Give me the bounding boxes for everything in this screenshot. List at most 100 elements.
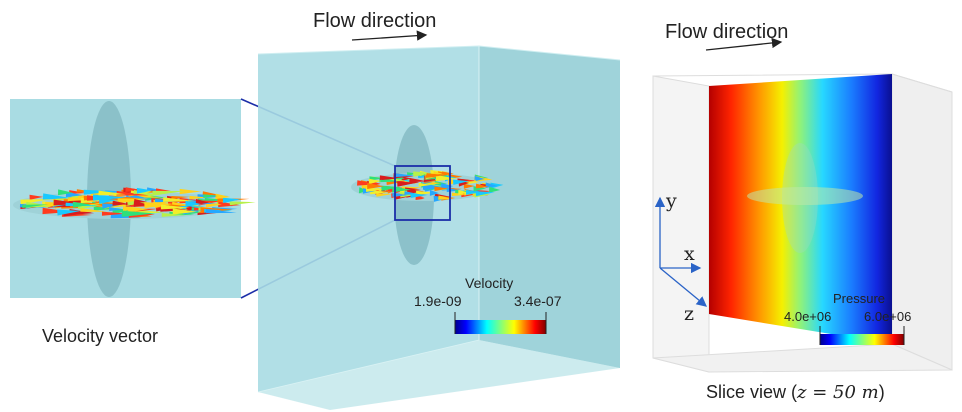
velocity-vector-glyph — [397, 181, 417, 187]
velocity-vector-glyph — [77, 205, 103, 210]
velocity-vector-glyph — [179, 188, 202, 195]
slice-caption-text: Slice view ( — [706, 382, 797, 402]
velocity-vector-glyph — [368, 178, 382, 185]
velocity-vector-glyph — [109, 207, 123, 212]
flow-direction-arrow-pressure — [705, 37, 783, 51]
velocity-vector-glyph — [205, 208, 237, 214]
velocity-vector-glyph — [160, 204, 190, 210]
velocity-vector-glyph — [441, 171, 454, 177]
velocity-vector-glyph — [215, 193, 231, 200]
velocity-vector-glyph — [161, 213, 186, 217]
domain-bottom-face — [258, 340, 620, 410]
velocity-vector-glyph — [401, 176, 411, 181]
velocity-vector-glyph — [416, 190, 435, 196]
velocity-vector-glyph — [489, 186, 501, 193]
velocity-vector-glyph — [435, 174, 457, 182]
velocity-vector-glyph — [441, 183, 454, 190]
pressure-colorbar-min: 4.0e+06 — [784, 309, 831, 324]
velocity-vector-glyph — [413, 171, 432, 177]
velocity-vector-glyph — [172, 208, 197, 215]
velocity-colorbar-title: Velocity — [465, 275, 513, 291]
velocity-vector-glyph — [409, 177, 428, 183]
velocity-vector-glyph — [101, 211, 127, 216]
slice-floor — [652, 343, 953, 373]
pressure-colorbar-gradient — [820, 334, 904, 345]
velocity-vector-glyph — [376, 193, 393, 197]
velocity-colorbar-min: 1.9e-09 — [414, 293, 462, 309]
velocity-colorbar-gradient — [455, 320, 546, 334]
flow-direction-label-pressure: Flow direction — [665, 21, 788, 43]
z-axis-arrow — [659, 267, 708, 307]
velocity-vector-glyph — [405, 187, 421, 191]
velocity-vector-glyph — [189, 195, 208, 200]
velocity-vector-glyph — [475, 177, 486, 182]
velocity-vector-glyph — [490, 182, 504, 189]
velocity-vector-glyph — [152, 190, 185, 196]
velocity-vector-glyph — [171, 196, 190, 200]
velocity-vector-glyph — [116, 190, 149, 196]
domain-right-face — [479, 46, 620, 368]
velocity-vector-glyph — [163, 197, 196, 202]
velocity-colorbar-max: 3.4e-07 — [514, 293, 562, 309]
axes-triad: y x z — [654, 190, 708, 325]
velocity-zoom-inset — [10, 99, 256, 298]
velocity-vector-glyph — [42, 193, 71, 200]
velocity-vector-glyph — [426, 173, 446, 178]
velocity-vector-glyph — [185, 200, 202, 208]
velocity-vector-glyph — [463, 183, 475, 189]
velocity-caption: Velocity vector — [42, 326, 158, 346]
velocity-vector-glyph — [438, 195, 453, 200]
velocity-vector-glyph — [122, 205, 146, 211]
velocity-vector-glyph — [29, 194, 43, 200]
velocity-vector-glyph — [229, 201, 256, 206]
velocity-vector-glyph — [121, 210, 156, 217]
velocity-vector-glyph — [136, 187, 153, 194]
pressure-slice-plane — [709, 74, 892, 344]
velocity-vector-glyph — [410, 193, 428, 198]
inset-velocity-vectors — [19, 187, 256, 219]
velocity-vector-glyph — [72, 201, 91, 208]
domain-velocity-vectors — [357, 170, 504, 202]
velocity-vector-glyph — [392, 192, 408, 197]
velocity-vector-glyph — [134, 199, 148, 203]
velocity-vector-glyph — [57, 209, 81, 216]
velocity-vector-glyph — [434, 186, 449, 192]
velocity-vector-glyph — [98, 190, 126, 196]
slice-caption: Slice view (z = 50 m) — [706, 382, 885, 403]
velocity-vector-glyph — [42, 207, 71, 215]
velocity-vector-glyph — [222, 197, 241, 204]
velocity-vector-glyph — [379, 175, 398, 180]
velocity-vector-glyph — [370, 190, 391, 195]
velocity-vector-glyph — [195, 198, 210, 205]
slice-right-wall — [891, 73, 953, 371]
velocity-domain-box — [257, 45, 621, 410]
velocity-vector-glyph — [22, 204, 49, 208]
zoom-box — [394, 165, 451, 221]
velocity-vector-glyph — [475, 191, 495, 197]
flow-direction-arrow-velocity — [351, 30, 428, 41]
domain-floor-edge — [257, 339, 480, 393]
pressure-colorbar-title: Pressure — [833, 291, 885, 306]
velocity-vector-glyph — [392, 186, 411, 193]
pressure-colorbar-max: 6.0e+06 — [864, 309, 911, 324]
velocity-vector-glyph — [112, 200, 129, 206]
slice-caption-math: z = 50 m — [796, 382, 879, 403]
velocity-vector-glyph — [429, 190, 439, 196]
flow-direction-label-velocity: Flow direction — [313, 10, 436, 32]
velocity-vector-glyph — [395, 173, 416, 177]
velocity-vector-glyph — [367, 182, 384, 190]
velocity-vector-glyph — [80, 208, 107, 212]
slice-caption-close: ) — [879, 382, 885, 402]
z-axis-label: z — [684, 303, 694, 325]
velocity-vector-glyph — [418, 182, 432, 187]
velocity-vector-glyph — [133, 201, 151, 207]
velocity-vector-glyph — [93, 206, 123, 211]
velocity-vector-glyph — [203, 194, 218, 198]
velocity-vector-glyph — [415, 196, 425, 201]
x-axis-label: x — [684, 243, 695, 265]
velocity-colorbar: Velocity 1.9e-09 3.4e-07 — [414, 275, 562, 334]
velocity-vector-glyph — [452, 179, 470, 185]
velocity-vector-glyph — [475, 183, 489, 189]
velocity-vector-glyph — [57, 189, 73, 196]
